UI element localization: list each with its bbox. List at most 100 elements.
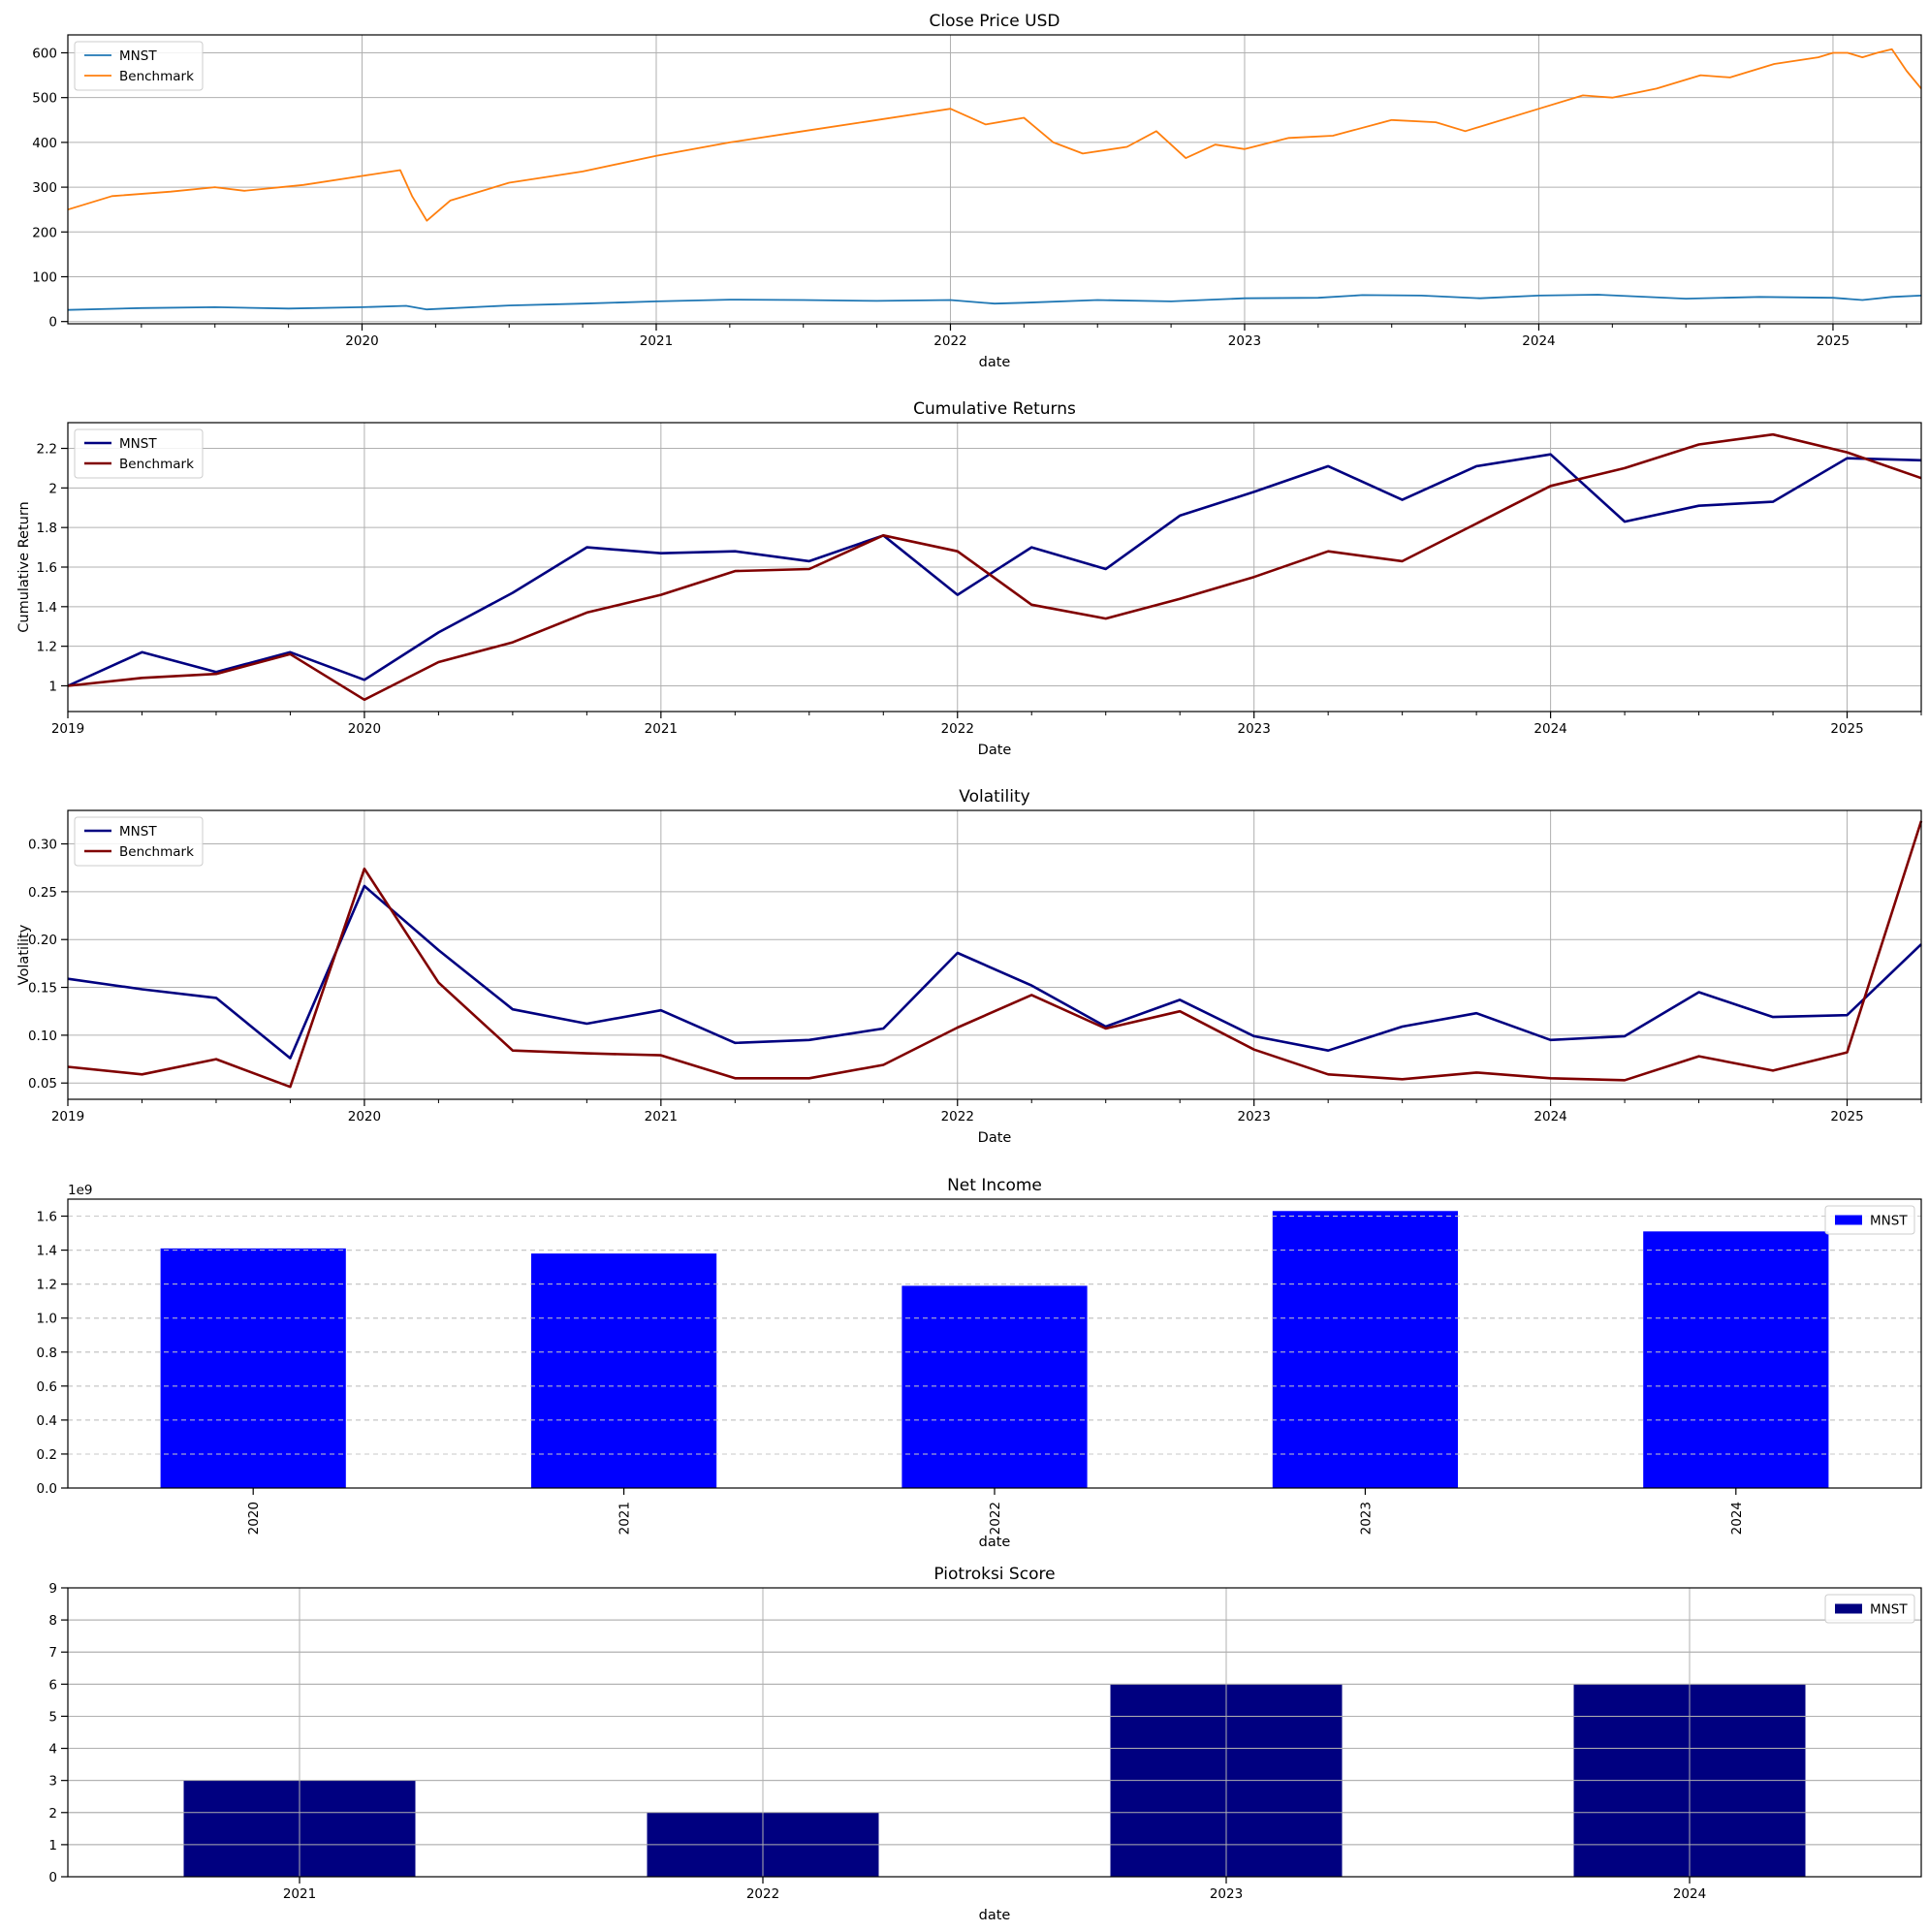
y-tick-label: 0.20 bbox=[28, 933, 57, 948]
x-tick-label: 2025 bbox=[1830, 1109, 1863, 1124]
legend-label: Benchmark bbox=[119, 844, 194, 860]
x-tick-label: 2022 bbox=[941, 1109, 974, 1124]
chart-1: Cumulative Returns 2019 2020 2021 2022 2023 20… bbox=[16, 399, 1922, 758]
y-tick-label: 400 bbox=[32, 136, 57, 151]
y-tick-label: 0.05 bbox=[28, 1076, 57, 1092]
x-tick-label: 2023 bbox=[1228, 333, 1261, 349]
x-tick-label: 2021 bbox=[645, 1109, 678, 1124]
x-tick-label: 2021 bbox=[640, 333, 673, 349]
x-tick-label: 2021 bbox=[645, 721, 678, 737]
x-tick-label: 2023 bbox=[1238, 721, 1271, 737]
series-line-benchmark bbox=[67, 432, 1922, 702]
y-tick-label: 9 bbox=[48, 1581, 57, 1597]
y-tick-label: 1.0 bbox=[37, 1312, 57, 1327]
legend-label: Benchmark bbox=[119, 457, 194, 472]
y-tick-label: 0.6 bbox=[37, 1379, 57, 1395]
x-tick-label: 2024 bbox=[1534, 721, 1566, 737]
legend-box bbox=[1824, 1594, 1915, 1624]
x-tick-label: 2020 bbox=[348, 1109, 381, 1124]
y-tick-label: 1.2 bbox=[37, 1278, 57, 1293]
axes-frame bbox=[67, 1198, 1922, 1489]
x-tick-label: 2022 bbox=[988, 1502, 1003, 1535]
y-tick-label: 3 bbox=[48, 1774, 57, 1789]
y-axis-label: Volatility bbox=[16, 924, 32, 985]
x-tick-label: 2020 bbox=[345, 333, 378, 349]
y-tick-label: 1.6 bbox=[37, 560, 57, 576]
y-tick-label: 8 bbox=[48, 1613, 57, 1629]
y-tick-label: 5 bbox=[48, 1709, 57, 1725]
x-axis-label: Date bbox=[978, 743, 1012, 758]
chart-2: Volatility 2019 2020 2021 2022 2023 2024 2025 0.… bbox=[16, 787, 1923, 1146]
y-tick-label: 1 bbox=[48, 1838, 57, 1853]
y-tick-label: 0.8 bbox=[37, 1346, 57, 1361]
chart-title: Volatility bbox=[959, 787, 1029, 807]
x-tick-label: 2024 bbox=[1673, 1886, 1706, 1902]
x-tick-label: 2023 bbox=[1358, 1502, 1374, 1535]
y-tick-label: 0.0 bbox=[37, 1481, 57, 1497]
legend: MNST Benchmark bbox=[74, 428, 204, 479]
y-tick-label: 0 bbox=[48, 315, 57, 331]
legend-swatch bbox=[1835, 1603, 1862, 1614]
x-tick-label: 2024 bbox=[1534, 1109, 1566, 1124]
y-tick-label: 2 bbox=[48, 1806, 57, 1821]
bar-2022 bbox=[901, 1285, 1088, 1488]
legend: MNST Benchmark bbox=[74, 41, 204, 91]
x-axis-label: date bbox=[979, 1535, 1011, 1550]
chart-4: Piotroksi Score 0 1 2 3 4 5 6 7 8 9 2021 2022 2023 202… bbox=[48, 1565, 1922, 1923]
y-tick-label: 0 bbox=[48, 1870, 57, 1885]
x-tick-label: 2022 bbox=[941, 721, 974, 737]
chart-title: Piotroksi Score bbox=[933, 1565, 1055, 1584]
y-tick-label: 1.2 bbox=[37, 640, 57, 655]
x-tick-label: 2024 bbox=[1729, 1502, 1745, 1535]
axes-frame bbox=[67, 1587, 1922, 1878]
y-tick-label: 7 bbox=[48, 1645, 57, 1661]
x-tick-label: 2022 bbox=[933, 333, 966, 349]
chart-0: Close Price USD 2020 2021 2022 2023 2024 2025 0… bbox=[32, 12, 1922, 370]
chart-3: Net Income 0.0 0.2 0.4 0.6 0.8 1.0 1.2 1.4 1.6 202… bbox=[37, 1176, 1922, 1550]
y-tick-label: 0.10 bbox=[28, 1029, 57, 1044]
x-tick-label: 2025 bbox=[1830, 721, 1863, 737]
y-tick-label: 0.2 bbox=[37, 1447, 57, 1463]
x-tick-label: 2022 bbox=[746, 1886, 779, 1902]
y-tick-label: 500 bbox=[32, 91, 57, 107]
x-axis-label: Date bbox=[978, 1130, 1012, 1146]
x-tick-label: 2024 bbox=[1522, 333, 1555, 349]
y-tick-label: 200 bbox=[32, 225, 57, 240]
y-tick-label: 0.25 bbox=[28, 885, 57, 901]
chart-title: Close Price USD bbox=[930, 12, 1060, 31]
bar-2024 bbox=[1643, 1231, 1829, 1488]
y-tick-label: 2.2 bbox=[37, 442, 57, 458]
y-tick-label: 1.4 bbox=[37, 600, 57, 616]
axes-frame bbox=[67, 34, 1922, 325]
legend: MNST bbox=[1824, 1594, 1915, 1624]
legend-label: MNST bbox=[119, 436, 157, 452]
x-tick-label: 2021 bbox=[617, 1502, 633, 1535]
legend-label: Benchmark bbox=[119, 69, 194, 84]
bar-2020 bbox=[160, 1248, 346, 1488]
y-tick-label: 100 bbox=[32, 269, 57, 285]
x-tick-label: 2023 bbox=[1210, 1886, 1243, 1902]
x-tick-label: 2019 bbox=[51, 1109, 84, 1124]
y-tick-label: 600 bbox=[32, 46, 57, 61]
bar-2021 bbox=[531, 1253, 717, 1488]
y-tick-label: 2 bbox=[48, 481, 57, 496]
chart-title: Net Income bbox=[947, 1176, 1042, 1195]
series-line-benchmark bbox=[67, 820, 1923, 1089]
axes-frame bbox=[67, 809, 1922, 1100]
x-tick-label: 2020 bbox=[246, 1502, 262, 1535]
bar-2023 bbox=[1272, 1211, 1458, 1488]
y-axis-label: Cumulative Return bbox=[16, 501, 32, 632]
legend-label: MNST bbox=[1870, 1214, 1908, 1229]
y-offset-label: 1e9 bbox=[68, 1183, 92, 1198]
legend-label: MNST bbox=[119, 824, 157, 839]
legend-box bbox=[74, 816, 204, 867]
y-tick-label: 300 bbox=[32, 180, 57, 196]
y-tick-label: 4 bbox=[48, 1742, 57, 1758]
legend-box bbox=[1824, 1205, 1915, 1235]
series-line-mnst bbox=[67, 294, 1922, 311]
x-tick-label: 2021 bbox=[283, 1886, 316, 1902]
x-tick-label: 2019 bbox=[51, 721, 84, 737]
series-line-benchmark bbox=[67, 48, 1922, 222]
